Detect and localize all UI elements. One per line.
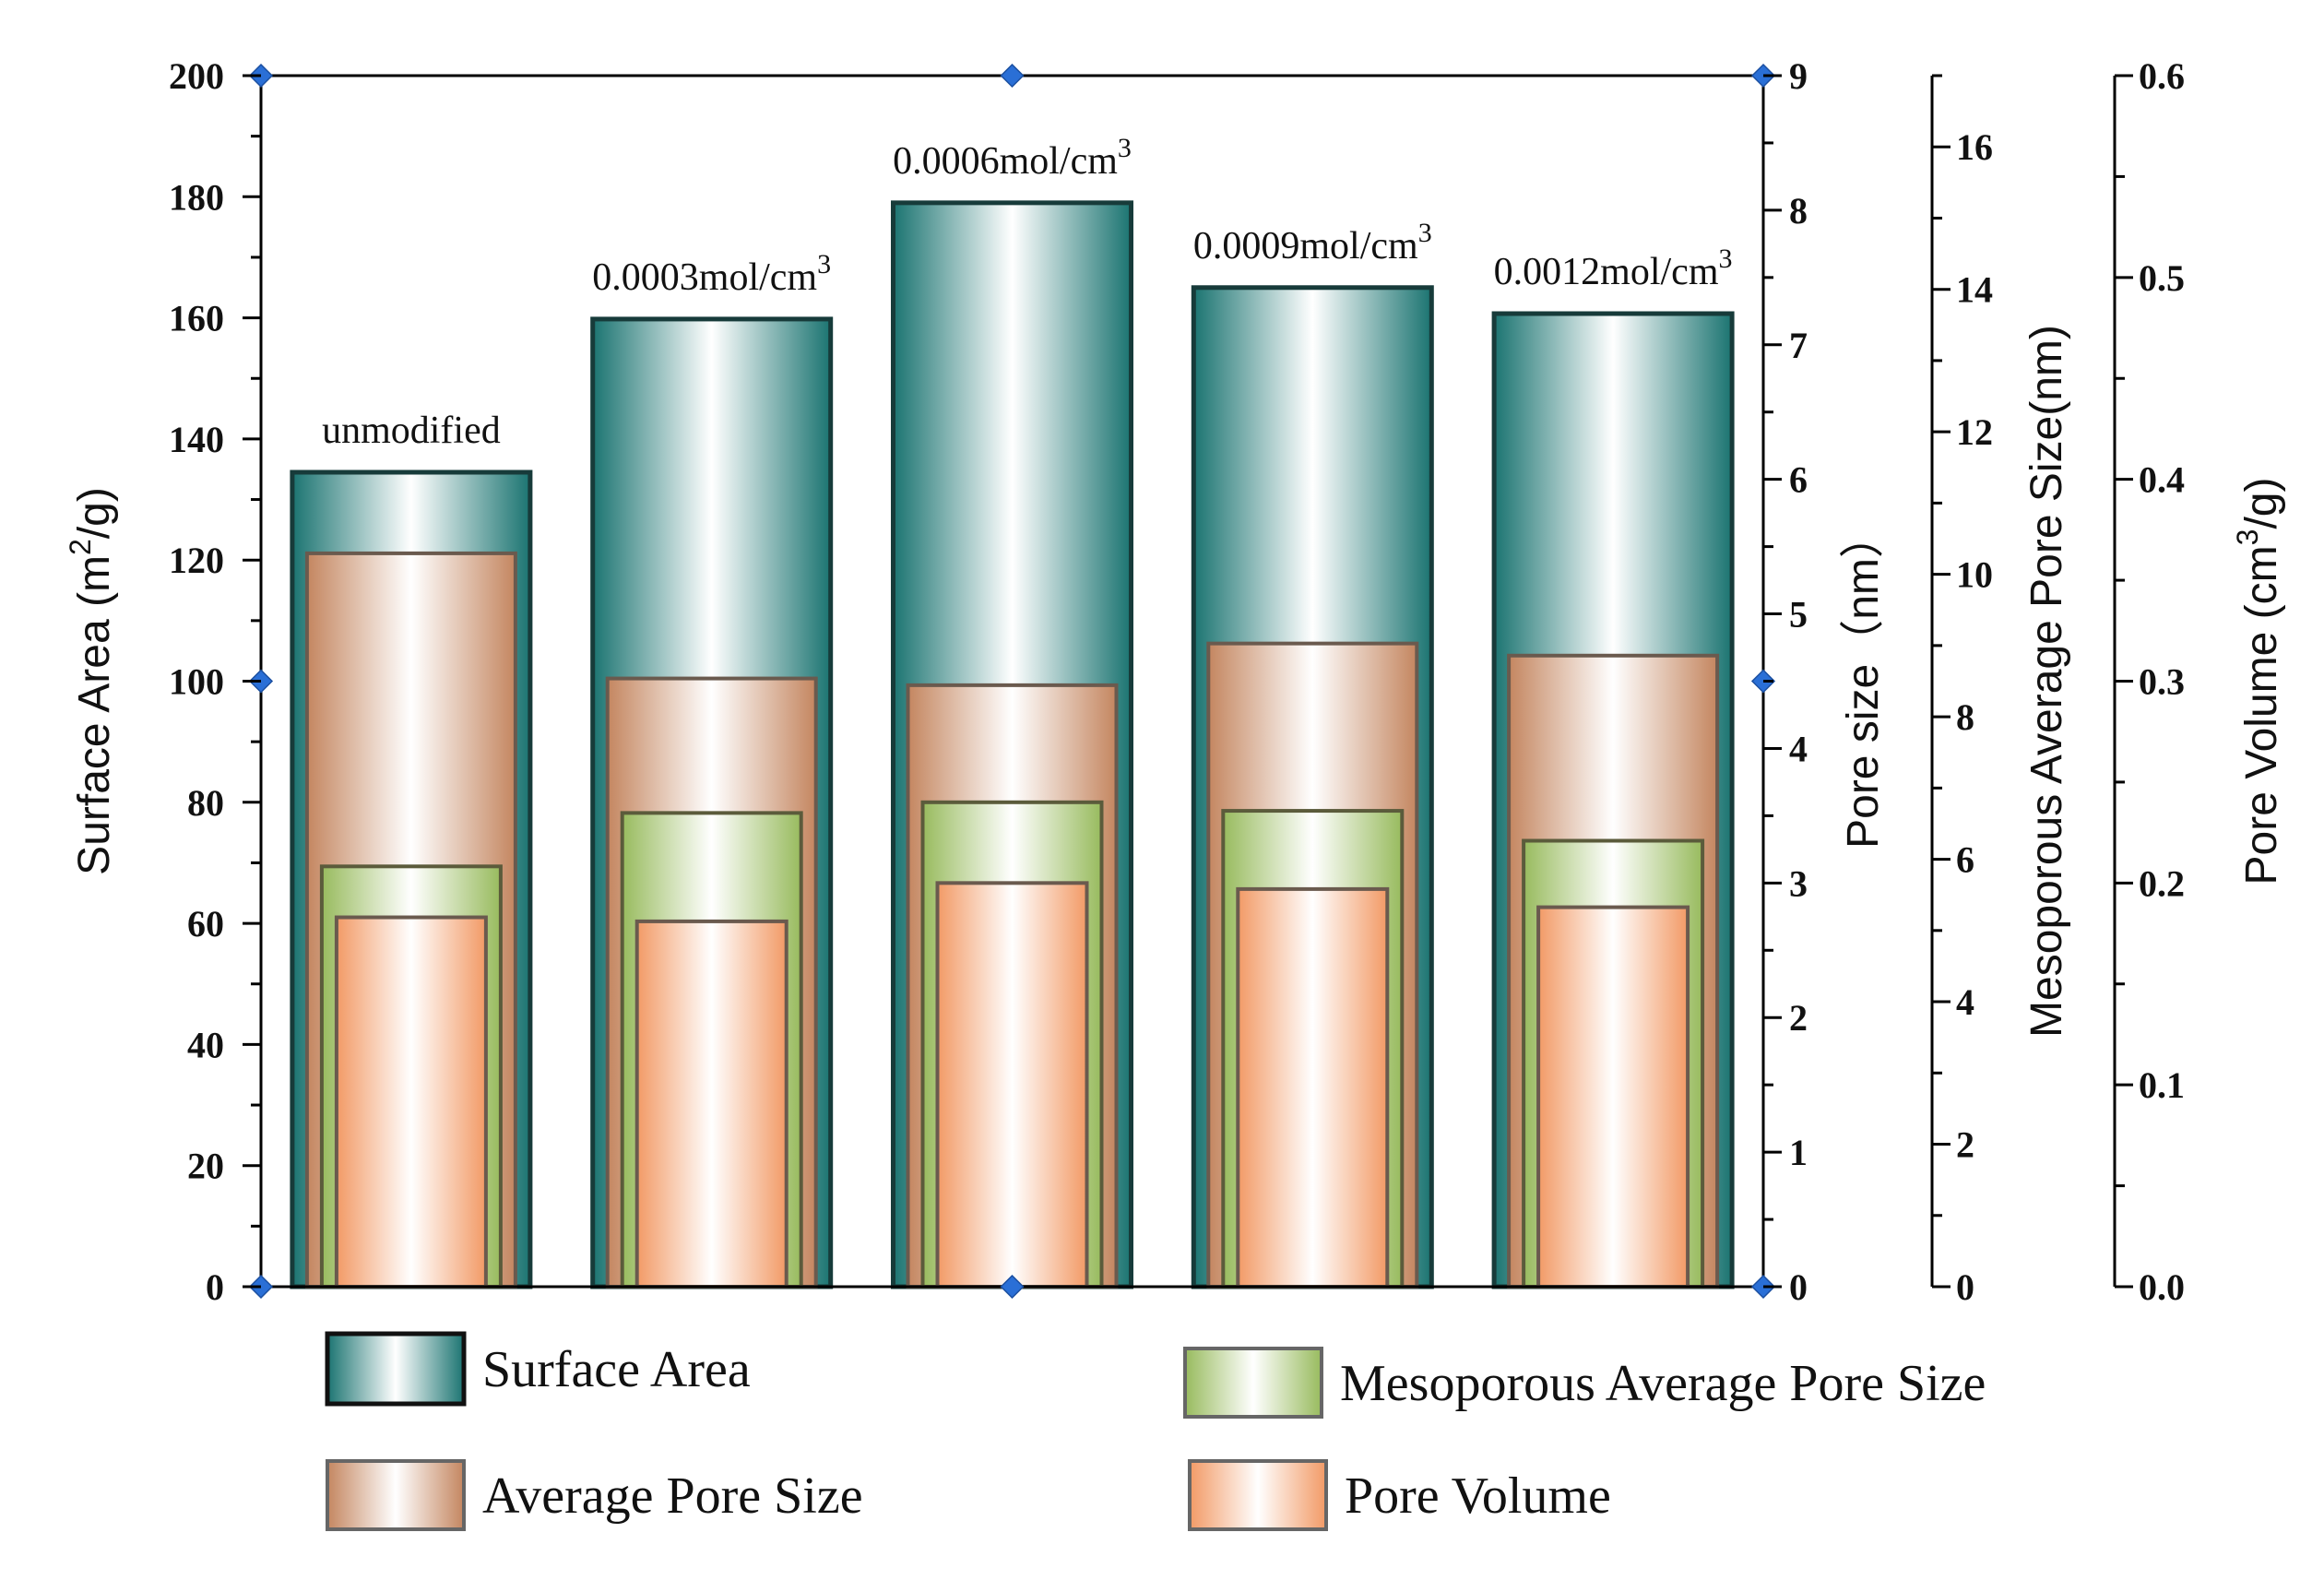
legend-swatch (1183, 1347, 1323, 1419)
bar-label: 0.0006mol/cm3 (893, 133, 1132, 183)
frame-marker (1000, 63, 1025, 89)
left-axis-title: Surface Area (m2/g) (64, 487, 119, 875)
legend: Surface Area Mesoporous Average Pore Size… (325, 1331, 1986, 1531)
tick-label: 0.4 (2139, 459, 2185, 501)
legend-label: Average Pore Size (482, 1467, 863, 1525)
pore-volume-bar (334, 915, 488, 1289)
tick-label: 140 (169, 419, 224, 460)
tick-label: 0.2 (2139, 862, 2185, 904)
tick-label: 40 (187, 1024, 224, 1065)
bars-layer (290, 200, 1735, 1289)
pore-volume-bar (935, 881, 1089, 1289)
tick-label: 8 (1789, 190, 1808, 232)
tick-label: 0.6 (2139, 55, 2185, 97)
left-axis: 0 20 40 60 80 100 120 140 160 180 200 Surface Area … (64, 55, 261, 1308)
pore-volume-bar (1236, 886, 1390, 1289)
tick-label: 8 (1956, 696, 1974, 738)
tick-label: 6 (1789, 459, 1808, 501)
tick-label: 60 (187, 903, 224, 945)
pore-volume-bar (1536, 905, 1690, 1289)
tick-label: 5 (1789, 594, 1808, 636)
legend-surface-area: Surface Area (325, 1331, 751, 1407)
tick-label: 6 (1956, 839, 1974, 881)
bar-labels-layer: unmodified 0.0003mol/cm3 0.0006mol/cm3 0.00… (322, 133, 1732, 452)
legend-average-pore-size: Average Pore Size (326, 1459, 863, 1531)
tick-label: 10 (1956, 554, 1993, 596)
tick-label: 0 (1789, 1266, 1808, 1308)
tick-label: 0 (206, 1266, 224, 1308)
tick-label: 16 (1956, 126, 1993, 168)
tick-label: 100 (169, 661, 224, 703)
right3-axis-title: Pore Volume (cm3/g) (2231, 478, 2286, 885)
legend-pore-volume: Pore Volume (1188, 1459, 1611, 1531)
tick-label: 80 (187, 782, 224, 824)
right2-axis: 0 2 4 6 8 10 12 14 16 Mesoporous Average Pore Siz… (1930, 74, 2071, 1308)
tick-label: 4 (1956, 981, 1974, 1023)
tick-label: 0.5 (2139, 257, 2185, 299)
right1-axis-title: Pore size（nm） (1839, 514, 1888, 849)
tick-label: 12 (1956, 411, 1993, 453)
bar-label: unmodified (322, 410, 501, 452)
legend-swatch (325, 1331, 467, 1407)
legend-label: Pore Volume (1345, 1467, 1611, 1525)
legend-swatch (326, 1459, 466, 1531)
frame-marker (1000, 1274, 1025, 1300)
tick-label: 0 (1956, 1266, 1974, 1308)
tick-label: 0.0 (2139, 1266, 2185, 1308)
pore-volume-bar (634, 919, 788, 1289)
legend-label: Mesoporous Average Pore Size (1340, 1355, 1986, 1412)
tick-label: 2 (1789, 997, 1808, 1039)
tick-label: 200 (169, 55, 224, 97)
tick-label: 7 (1789, 325, 1808, 366)
tick-label: 2 (1956, 1124, 1974, 1166)
legend-swatch (1188, 1459, 1328, 1531)
bar-label: 0.0012mol/cm3 (1494, 244, 1733, 293)
tick-label: 20 (187, 1146, 224, 1187)
right2-axis-title: Mesoporous Average Pore Size(nm) (2022, 325, 2071, 1038)
legend-mesoporous-pore-size: Mesoporous Average Pore Size (1183, 1347, 1986, 1419)
tick-label: 4 (1789, 728, 1808, 769)
tick-label: 160 (169, 298, 224, 339)
tick-label: 1 (1789, 1132, 1808, 1173)
right1-axis: 0 1 2 3 4 5 6 7 8 9 Pore size（nm） (1763, 55, 1888, 1308)
right3-axis: 0.0 0.1 0.2 0.3 0.4 0.5 0.6 Pore Volume (cm3/g) (2113, 55, 2286, 1308)
tick-label: 0.3 (2139, 661, 2185, 703)
tick-label: 0.1 (2139, 1064, 2185, 1106)
tick-label: 120 (169, 540, 224, 581)
bar-label: 0.0009mol/cm3 (1193, 218, 1432, 267)
tick-label: 3 (1789, 862, 1808, 904)
legend-label: Surface Area (482, 1341, 751, 1398)
tick-label: 180 (169, 176, 224, 218)
tick-label: 14 (1956, 269, 1993, 311)
tick-label: 9 (1789, 55, 1808, 97)
bar-label: 0.0003mol/cm3 (592, 249, 831, 299)
